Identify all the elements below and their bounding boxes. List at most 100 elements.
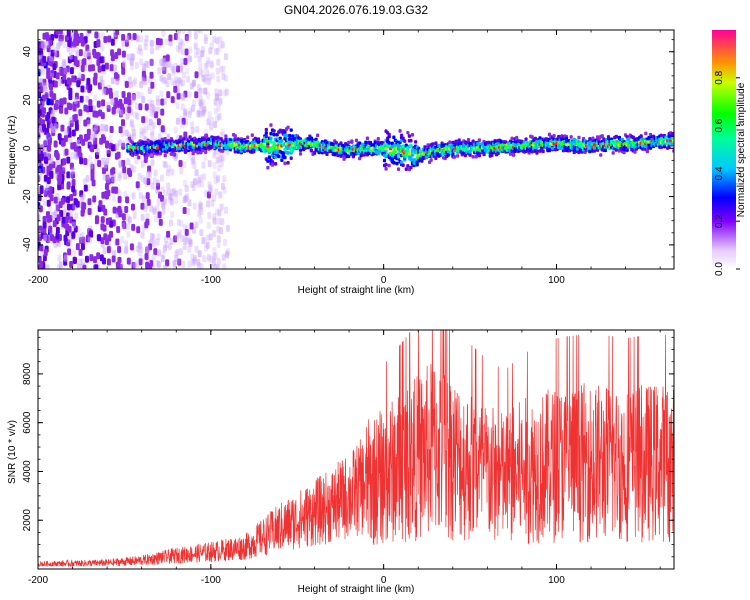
heatmap-cell [117, 205, 122, 213]
heatmap-cell [131, 192, 136, 200]
heatmap-cell [80, 243, 85, 251]
heatmap-cell [222, 175, 227, 183]
heatmap-cell [194, 245, 199, 253]
heatmap-cell [190, 127, 195, 135]
heatmap-cell [325, 152, 329, 157]
heatmap-cell [178, 188, 183, 196]
heatmap-cell [124, 240, 129, 248]
heatmap-cell [203, 244, 208, 252]
heatmap-cell [225, 251, 230, 259]
heatmap-cell [449, 145, 453, 150]
heatmap-cell [74, 92, 79, 100]
heatmap-cell [158, 58, 163, 66]
heatmap-cell [101, 99, 106, 107]
heatmap-cell [38, 205, 43, 213]
heatmap-cell [197, 250, 202, 258]
heatmap-cell [163, 76, 168, 84]
heatmap-cell [149, 40, 154, 48]
heatmap-cell [179, 235, 184, 243]
heatmap-cell [124, 129, 129, 137]
heatmap-cell [55, 167, 60, 175]
heatmap-cell [82, 202, 87, 210]
heatmap-cell [404, 167, 408, 171]
heatmap-cell [552, 133, 556, 138]
heatmap-cell [269, 139, 273, 144]
heatmap-cell [111, 194, 116, 202]
heatmap-cell [79, 190, 84, 198]
heatmap-cell [184, 33, 189, 41]
heatmap-cell [80, 65, 85, 73]
bottom-x-axis-label: Height of straight line (km) [298, 584, 415, 595]
heatmap-cell [477, 138, 481, 143]
heatmap-cell [217, 217, 222, 225]
heatmap-cell [49, 157, 54, 165]
heatmap-cell [65, 127, 70, 135]
heatmap-cell [41, 107, 46, 115]
heatmap-cell [203, 34, 208, 42]
heatmap-cell [70, 142, 75, 150]
heatmap-cell [106, 101, 111, 109]
heatmap-cell [219, 154, 224, 162]
heatmap-cell [80, 232, 85, 240]
heatmap-cell [131, 94, 136, 102]
heatmap-cell [97, 65, 102, 73]
heatmap-cell [196, 259, 201, 267]
heatmap-cell [196, 30, 201, 34]
heatmap-cell [171, 187, 176, 195]
heatmap-cell [38, 136, 41, 144]
heatmap-cell [67, 130, 72, 138]
heatmap-cell [43, 156, 48, 164]
heatmap-cell [200, 50, 205, 58]
heatmap-cell [62, 158, 67, 166]
heatmap-cell [177, 77, 182, 85]
heatmap-cell [104, 238, 109, 246]
heatmap-cell [266, 159, 270, 163]
heatmap-cell [203, 77, 208, 85]
heatmap-cell [182, 235, 187, 243]
heatmap-cell [169, 237, 174, 245]
heatmap-cell [123, 247, 128, 255]
heatmap-cell [577, 135, 581, 140]
heatmap-cell [157, 211, 162, 219]
heatmap-cell [85, 175, 90, 183]
heatmap-cell [51, 116, 56, 124]
heatmap-cell [187, 110, 192, 118]
heatmap-cell [88, 99, 93, 107]
heatmap-cell [269, 136, 273, 141]
heatmap-cell [193, 178, 198, 186]
heatmap-cell [95, 215, 100, 223]
heatmap-cell [78, 72, 83, 80]
heatmap-cell [166, 133, 170, 138]
heatmap-cell [288, 133, 292, 138]
heatmap-cell [151, 240, 156, 248]
heatmap-cell [256, 137, 261, 141]
heatmap-cell [79, 236, 84, 244]
heatmap-cell [38, 225, 43, 233]
heatmap-cell [153, 169, 158, 177]
heatmap-cell [356, 144, 360, 149]
heatmap-cell [368, 141, 373, 145]
heatmap-cell [331, 142, 335, 147]
heatmap-cell [188, 107, 193, 115]
heatmap-cell [401, 163, 405, 168]
heatmap-cell [162, 245, 167, 253]
heatmap-cell [161, 207, 166, 215]
heatmap-cell [209, 256, 214, 264]
heatmap-cell [550, 146, 555, 150]
heatmap-cell [212, 194, 217, 202]
heatmap-cell [75, 100, 80, 108]
heatmap-cell [145, 245, 150, 253]
heatmap-cell [45, 264, 50, 269]
heatmap-cell [216, 136, 220, 140]
heatmap-cell [198, 174, 203, 182]
heatmap-cell [283, 130, 287, 134]
heatmap-cell [198, 62, 203, 70]
heatmap-cell [206, 200, 211, 208]
heatmap-cell [446, 153, 450, 157]
heatmap-cell [55, 159, 60, 167]
heatmap-cell [179, 79, 184, 87]
heatmap-cell [55, 72, 60, 80]
heatmap-cell [128, 81, 133, 89]
heatmap-cell [99, 75, 104, 83]
